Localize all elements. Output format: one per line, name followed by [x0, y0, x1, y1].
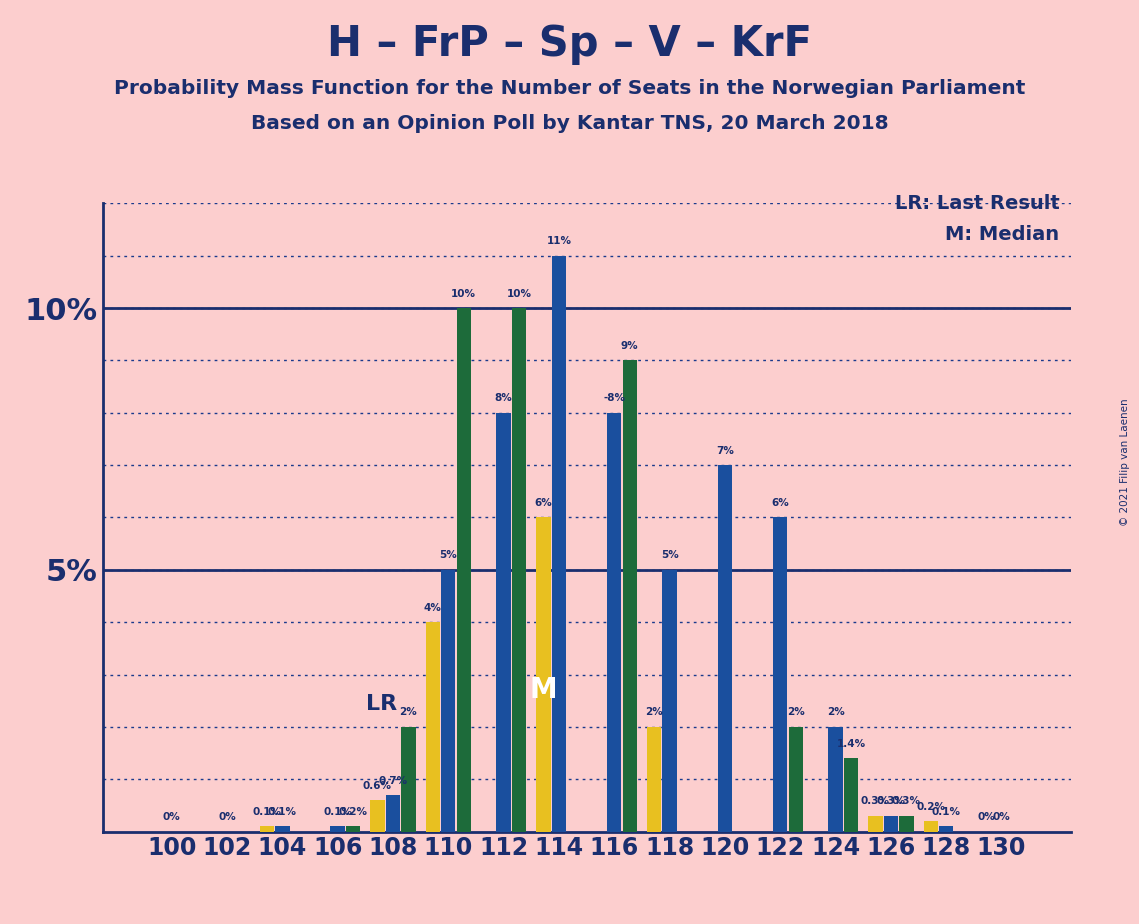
Text: -8%: -8% — [604, 394, 625, 403]
Text: 4%: 4% — [424, 602, 442, 613]
Bar — [924, 821, 937, 832]
Text: 6%: 6% — [771, 498, 789, 508]
Bar — [884, 816, 898, 832]
Bar — [647, 727, 662, 832]
Text: Probability Mass Function for the Number of Seats in the Norwegian Parliament: Probability Mass Function for the Number… — [114, 79, 1025, 98]
Bar — [828, 727, 843, 832]
Bar — [551, 256, 566, 832]
Text: 0.2%: 0.2% — [916, 802, 945, 811]
Text: LR: Last Result: LR: Last Result — [894, 194, 1059, 213]
Text: 5%: 5% — [440, 551, 457, 560]
Text: 2%: 2% — [645, 708, 663, 717]
Bar — [607, 413, 622, 832]
Bar — [773, 517, 787, 832]
Text: 0%: 0% — [977, 812, 994, 822]
Bar — [441, 570, 456, 832]
Text: 5%: 5% — [661, 551, 679, 560]
Bar — [844, 759, 858, 832]
Text: 11%: 11% — [547, 237, 572, 246]
Text: Based on an Opinion Poll by Kantar TNS, 20 March 2018: Based on an Opinion Poll by Kantar TNS, … — [251, 114, 888, 133]
Text: 0.1%: 0.1% — [268, 807, 297, 817]
Bar — [718, 465, 732, 832]
Text: 1.4%: 1.4% — [836, 739, 866, 748]
Bar — [370, 800, 385, 832]
Text: 0.1%: 0.1% — [932, 807, 960, 817]
Text: © 2021 Filip van Laenen: © 2021 Filip van Laenen — [1121, 398, 1130, 526]
Text: 9%: 9% — [621, 341, 639, 351]
Bar — [386, 795, 400, 832]
Text: 7%: 7% — [716, 445, 734, 456]
Text: 2%: 2% — [787, 708, 804, 717]
Text: 0.1%: 0.1% — [253, 807, 281, 817]
Text: 0.3%: 0.3% — [861, 796, 890, 807]
Text: 0%: 0% — [218, 812, 236, 822]
Text: 2%: 2% — [827, 708, 844, 717]
Bar — [346, 826, 360, 832]
Bar — [497, 413, 510, 832]
Bar — [457, 308, 470, 832]
Bar — [536, 517, 550, 832]
Bar — [663, 570, 677, 832]
Text: 0.1%: 0.1% — [323, 807, 352, 817]
Text: 0.3%: 0.3% — [892, 796, 920, 807]
Bar — [939, 826, 953, 832]
Bar — [788, 727, 803, 832]
Bar — [276, 826, 289, 832]
Bar — [426, 622, 440, 832]
Text: 0.6%: 0.6% — [363, 781, 392, 791]
Bar — [330, 826, 345, 832]
Text: 6%: 6% — [534, 498, 552, 508]
Text: LR: LR — [366, 694, 398, 713]
Bar — [511, 308, 526, 832]
Text: 0%: 0% — [163, 812, 181, 822]
Text: 2%: 2% — [400, 708, 417, 717]
Text: 0%: 0% — [992, 812, 1010, 822]
Text: H – FrP – Sp – V – KrF: H – FrP – Sp – V – KrF — [327, 23, 812, 65]
Text: M: M — [530, 676, 557, 704]
Text: 8%: 8% — [494, 394, 513, 403]
Bar — [623, 360, 637, 832]
Text: 10%: 10% — [451, 288, 476, 298]
Text: 0.7%: 0.7% — [378, 775, 408, 785]
Text: 0.3%: 0.3% — [876, 796, 906, 807]
Bar — [868, 816, 883, 832]
Bar — [260, 826, 274, 832]
Text: 10%: 10% — [507, 288, 532, 298]
Text: M: Median: M: Median — [945, 225, 1059, 245]
Bar — [401, 727, 416, 832]
Bar — [899, 816, 913, 832]
Text: 0.2%: 0.2% — [338, 807, 368, 817]
